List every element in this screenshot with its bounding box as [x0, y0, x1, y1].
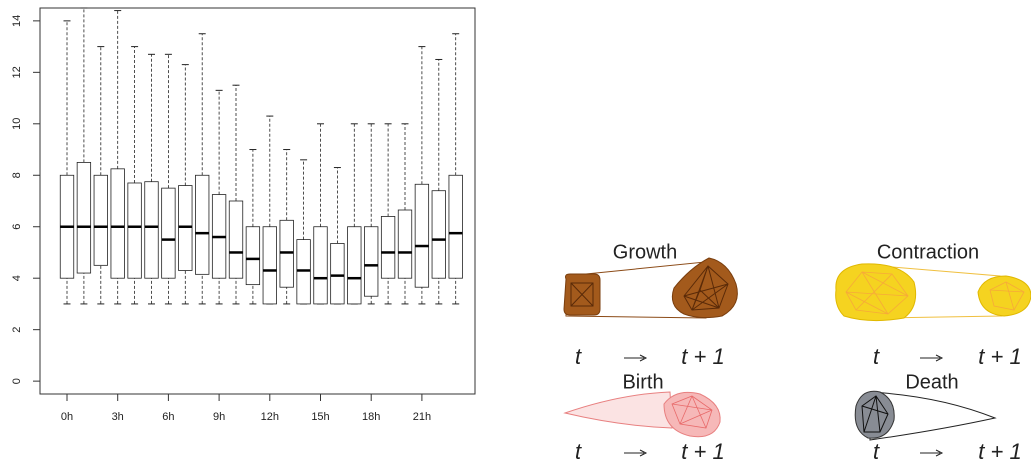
x-tick-label: 12h [261, 411, 279, 423]
time-to: t + 1 [681, 344, 724, 369]
growth-panel: Growth t t + 1 [563, 241, 738, 369]
box [397, 209, 413, 279]
box [330, 243, 345, 305]
y-tick-label: 10 [11, 118, 23, 130]
x-tick-label: 0h [61, 411, 73, 423]
x-tick-label: 21h [413, 411, 431, 423]
time-to: t + 1 [978, 439, 1021, 464]
small-cluster [977, 275, 1031, 317]
box [178, 185, 193, 271]
y-tick-label: 6 [11, 224, 23, 230]
box [364, 226, 379, 297]
arrow [920, 354, 944, 362]
death-panel: Death t t + 1 [854, 371, 1022, 464]
contraction-panel: Contraction t t + 1 [835, 241, 1031, 369]
arrow [624, 354, 648, 362]
box [127, 182, 142, 279]
death-link [869, 391, 997, 441]
panel-title: Growth [613, 241, 677, 263]
box [93, 174, 108, 266]
y-tick-label: 12 [11, 66, 23, 78]
time-from: t [575, 439, 582, 464]
y-tick-label: 4 [11, 275, 23, 281]
box [161, 187, 176, 279]
time-to: t + 1 [978, 344, 1021, 369]
arrow [920, 449, 944, 457]
panel-title: Birth [622, 371, 663, 393]
panel-title: Death [905, 371, 958, 393]
box [296, 239, 311, 305]
dying-cluster [854, 390, 895, 439]
box [144, 181, 159, 279]
box [347, 226, 362, 305]
box [76, 161, 92, 274]
time-from: t [873, 439, 880, 464]
box [431, 190, 446, 279]
large-cluster [835, 263, 917, 322]
box [414, 183, 430, 288]
x-tick-label: 6h [162, 411, 174, 423]
panel-title: Contraction [877, 241, 979, 263]
box [195, 174, 210, 275]
x-tick-label: 18h [362, 411, 380, 423]
new-cluster [663, 391, 721, 438]
box [380, 216, 396, 279]
time-from: t [575, 344, 582, 369]
time-to: t + 1 [681, 439, 724, 464]
box [313, 226, 328, 305]
y-tick-label: 0 [11, 378, 23, 384]
birth-link [563, 391, 673, 429]
x-tick-label: 15h [311, 411, 329, 423]
time-from: t [873, 344, 880, 369]
box [448, 174, 463, 279]
y-tick-label: 8 [11, 172, 23, 178]
arrow [624, 449, 648, 457]
box [228, 200, 244, 279]
plot-frame [39, 7, 476, 395]
box [262, 226, 277, 305]
box [279, 219, 294, 288]
x-tick-label: 3h [112, 411, 124, 423]
box [110, 168, 125, 279]
x-tick-label: 9h [213, 411, 225, 423]
box [245, 226, 261, 286]
y-tick-label: 14 [11, 15, 23, 27]
birth-panel: Birth t t + 1 [563, 371, 725, 464]
y-tick-label: 2 [11, 327, 23, 333]
